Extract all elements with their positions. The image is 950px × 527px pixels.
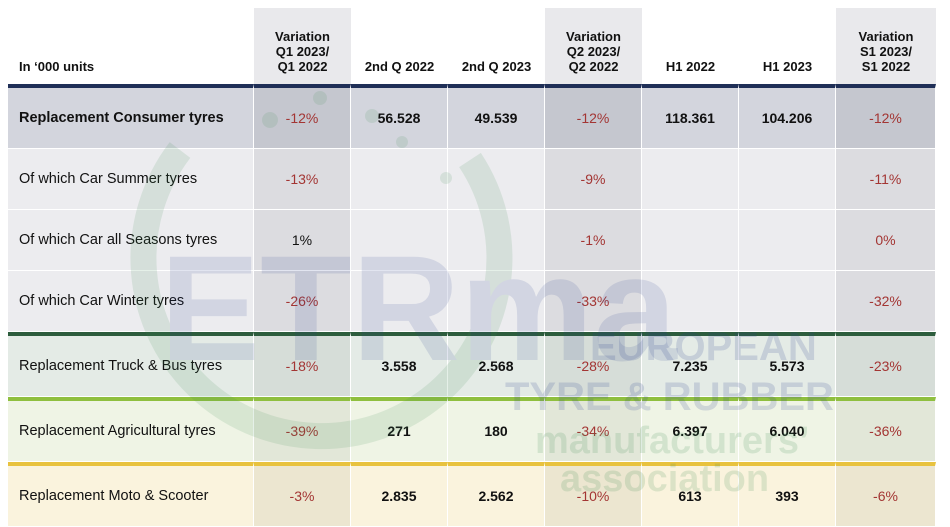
cell-var-s1: -11% xyxy=(836,149,936,210)
q2-2022-header: 2nd Q 2022 xyxy=(364,59,435,74)
cell-q2-2022: 3.558 xyxy=(351,332,448,397)
cell-var-q2: -12% xyxy=(545,84,642,149)
cell-var-q1: -18% xyxy=(254,332,351,397)
var-q1-header-l1: Variation xyxy=(275,29,330,44)
cell-q2-2023 xyxy=(448,149,545,210)
cell-h1-2022: 613 xyxy=(642,462,739,527)
table-row: Replacement Moto & Scooter -3% 2.835 2.5… xyxy=(8,462,936,527)
cell-var-s1: -12% xyxy=(836,84,936,149)
table-row: Replacement Truck & Bus tyres -18% 3.558… xyxy=(8,332,936,397)
tyre-sales-table: In ‘000 units Variation Q1 2023/ Q1 2022… xyxy=(8,8,936,527)
cell-h1-2023 xyxy=(739,149,836,210)
cell-var-q2: -28% xyxy=(545,332,642,397)
cell-var-s1: 0% xyxy=(836,210,936,271)
table-row: Of which Car all Seasons tyres 1% -1% 0% xyxy=(8,210,936,271)
cell-var-q2: -10% xyxy=(545,462,642,527)
cell-var-q1: -39% xyxy=(254,397,351,462)
cell-h1-2023: 6.040 xyxy=(739,397,836,462)
cell-h1-2022: 6.397 xyxy=(642,397,739,462)
var-q1-header-l3: Q1 2022 xyxy=(277,59,328,74)
cell-h1-2022 xyxy=(642,271,739,332)
cell-q2-2023: 2.568 xyxy=(448,332,545,397)
cell-h1-2023: 5.573 xyxy=(739,332,836,397)
cell-q2-2022 xyxy=(351,149,448,210)
table-row: Of which Car Summer tyres -13% -9% -11% xyxy=(8,149,936,210)
row-label: Of which Car Summer tyres xyxy=(8,149,254,210)
cell-var-s1: -36% xyxy=(836,397,936,462)
cell-q2-2023: 180 xyxy=(448,397,545,462)
row-label: Of which Car Winter tyres xyxy=(8,271,254,332)
var-s1-header-l1: Variation xyxy=(858,29,914,44)
var-s1-header-l2: S1 2023/ xyxy=(859,44,913,59)
cell-q2-2023 xyxy=(448,210,545,271)
cell-q2-2023: 49.539 xyxy=(448,84,545,149)
cell-q2-2022: 271 xyxy=(351,397,448,462)
row-label: Of which Car all Seasons tyres xyxy=(8,210,254,271)
cell-var-q2: -33% xyxy=(545,271,642,332)
var-q2-header: Variation Q2 2023/ Q2 2022 xyxy=(545,8,642,84)
cell-h1-2023: 104.206 xyxy=(739,84,836,149)
var-s1-header: Variation S1 2023/ S1 2022 xyxy=(836,8,936,84)
cell-h1-2023 xyxy=(739,210,836,271)
row-label: Replacement Consumer tyres xyxy=(8,84,254,149)
cell-q2-2022: 56.528 xyxy=(351,84,448,149)
cell-var-q1: 1% xyxy=(254,210,351,271)
cell-h1-2022 xyxy=(642,210,739,271)
cell-var-q1: -13% xyxy=(254,149,351,210)
cell-h1-2022: 7.235 xyxy=(642,332,739,397)
table-row: Of which Car Winter tyres -26% -33% -32% xyxy=(8,271,936,332)
cell-q2-2023: 2.562 xyxy=(448,462,545,527)
var-q2-header-l3: Q2 2022 xyxy=(568,59,619,74)
row-label: Replacement Truck & Bus tyres xyxy=(8,332,254,397)
q2-2023-header: 2nd Q 2023 xyxy=(461,59,532,74)
row-label: Replacement Moto & Scooter xyxy=(8,462,254,527)
cell-var-q2: -1% xyxy=(545,210,642,271)
units-header: In ‘000 units xyxy=(19,59,95,74)
cell-q2-2022 xyxy=(351,210,448,271)
cell-q2-2022: 2.835 xyxy=(351,462,448,527)
table-row: Replacement Agricultural tyres -39% 271 … xyxy=(8,397,936,462)
h1-2023-header: H1 2023 xyxy=(762,59,813,74)
cell-var-q2: -9% xyxy=(545,149,642,210)
cell-var-q1: -3% xyxy=(254,462,351,527)
var-q1-header-l2: Q1 2023/ xyxy=(275,44,330,59)
cell-var-q1: -26% xyxy=(254,271,351,332)
var-q2-header-l2: Q2 2023/ xyxy=(566,44,621,59)
var-q2-header-l1: Variation xyxy=(566,29,621,44)
cell-h1-2023 xyxy=(739,271,836,332)
row-label: Replacement Agricultural tyres xyxy=(8,397,254,462)
cell-var-s1: -23% xyxy=(836,332,936,397)
header-row: In ‘000 units Variation Q1 2023/ Q1 2022… xyxy=(8,8,936,84)
cell-var-q1: -12% xyxy=(254,84,351,149)
var-q1-header: Variation Q1 2023/ Q1 2022 xyxy=(254,8,351,84)
cell-var-s1: -32% xyxy=(836,271,936,332)
table-row: Replacement Consumer tyres -12% 56.528 4… xyxy=(8,84,936,149)
cell-h1-2022 xyxy=(642,149,739,210)
cell-q2-2022 xyxy=(351,271,448,332)
cell-var-s1: -6% xyxy=(836,462,936,527)
var-s1-header-l3: S1 2022 xyxy=(861,59,911,74)
cell-h1-2022: 118.361 xyxy=(642,84,739,149)
cell-h1-2023: 393 xyxy=(739,462,836,527)
cell-var-q2: -34% xyxy=(545,397,642,462)
cell-q2-2023 xyxy=(448,271,545,332)
h1-2022-header: H1 2022 xyxy=(665,59,716,74)
